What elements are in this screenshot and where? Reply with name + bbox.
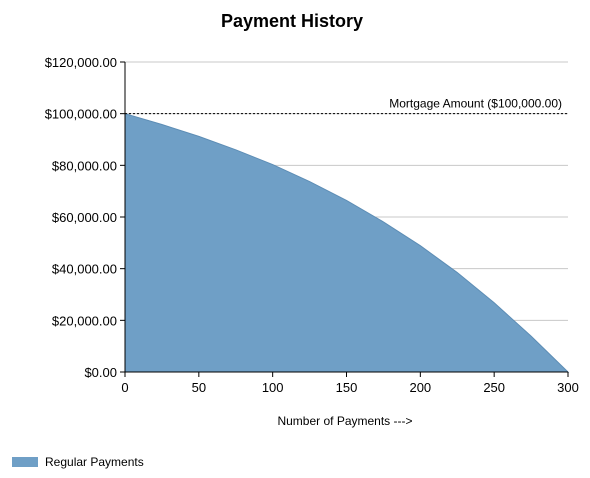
legend-label-regular-payments: Regular Payments — [45, 455, 144, 469]
x-tick-label-2: 100 — [262, 380, 284, 395]
y-axis-tick-labels: $0.00 $20,000.00 $40,000.00 $60,000.00 $80,0… — [45, 55, 117, 380]
area-regular-payments — [124, 112, 570, 373]
y-tick-label-4: $80,000.00 — [52, 158, 117, 173]
x-tick-label-6: 300 — [557, 380, 579, 395]
y-tick-label-0: $0.00 — [84, 365, 117, 380]
x-axis-label: Number of Payments ---> — [277, 414, 412, 428]
x-axis-tick-labels: 0 50 100 150 200 250 300 — [121, 380, 578, 395]
y-tick-label-2: $40,000.00 — [52, 262, 117, 277]
mortgage-amount-label: Mortgage Amount ($100,000.00) — [389, 97, 562, 111]
legend: Regular Payments — [12, 455, 144, 469]
x-tick-label-4: 200 — [409, 380, 431, 395]
y-tick-label-3: $60,000.00 — [52, 210, 117, 225]
area-series-layer — [124, 112, 570, 373]
x-tick-label-5: 250 — [483, 380, 505, 395]
legend-swatch-regular-payments — [12, 457, 38, 467]
x-tick-label-1: 50 — [192, 380, 206, 395]
y-tick-label-1: $20,000.00 — [52, 313, 117, 328]
reference-line-layer: Mortgage Amount ($100,000.00) — [125, 97, 568, 115]
y-tick-label-6: $120,000.00 — [45, 55, 117, 70]
x-tick-label-0: 0 — [121, 380, 128, 395]
x-tick-label-3: 150 — [336, 380, 358, 395]
axes — [120, 61, 569, 377]
chart-title: Payment History — [221, 11, 363, 31]
y-tick-label-5: $100,000.00 — [45, 107, 117, 122]
